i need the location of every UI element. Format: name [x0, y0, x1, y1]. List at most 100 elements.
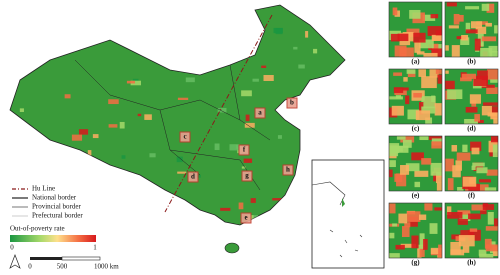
panel-patch [451, 145, 458, 152]
panel-patch [430, 14, 439, 19]
map-patch [177, 171, 187, 174]
map-patch [214, 143, 220, 151]
map-patch [336, 101, 345, 109]
panel-patch [468, 213, 481, 220]
panel-patch [394, 145, 409, 153]
panel-patch [400, 136, 415, 143]
panel-patch [395, 95, 402, 99]
map-patch [212, 54, 218, 58]
panel-patch [447, 178, 454, 191]
zoom-panel: (c) [388, 68, 443, 133]
panel-patch [393, 72, 403, 76]
panel-patch [465, 29, 478, 34]
panel-patch [473, 162, 484, 172]
panel-frame [388, 135, 443, 192]
panel-patch [421, 158, 432, 165]
inset-islands [311, 181, 363, 258]
map-patch [11, 6, 16, 10]
zoom-panel: (h) [444, 202, 499, 267]
hainan [224, 242, 240, 254]
map-patch [78, 129, 89, 135]
map-patch [126, 80, 136, 84]
panel-patch [399, 47, 414, 57]
panel-patch [419, 136, 429, 141]
panel-patch [402, 87, 409, 91]
inset [311, 159, 385, 269]
panel-frame [388, 202, 443, 259]
panel-patch [431, 48, 442, 57]
panel-patch [480, 47, 493, 57]
panel-patch [389, 203, 396, 214]
panel-patch [419, 245, 425, 257]
legend-label: Prefectural border [32, 212, 83, 220]
panel-patch [418, 214, 427, 220]
panel-patches [445, 2, 498, 57]
panel-patch [470, 21, 483, 29]
map-patch [177, 97, 189, 100]
map-patch [220, 207, 231, 211]
map-patch [243, 158, 253, 163]
map-patch [315, 116, 321, 122]
study-label: f [243, 146, 246, 154]
map-patch [119, 121, 125, 129]
panel-label: (b) [467, 58, 476, 66]
map-patch [76, 153, 84, 161]
panel-patch [469, 94, 481, 104]
study-label: b [290, 99, 294, 107]
map-patch [293, 46, 298, 50]
panel-patch [484, 187, 497, 191]
map-patch [128, 22, 139, 28]
panel-patch [431, 34, 442, 41]
panel-patch [391, 105, 404, 116]
panel-patch [489, 50, 498, 57]
panel-patch [413, 32, 426, 43]
map-patch [91, 165, 99, 169]
panel-patch [392, 223, 398, 227]
zoom-panel: (e) [388, 135, 443, 200]
panel-patch [419, 102, 424, 115]
legend-label: National border [32, 194, 77, 202]
study-box [241, 170, 253, 182]
scale-label: 500 [57, 263, 68, 271]
panel-patch [411, 235, 419, 249]
panel-patch [417, 244, 424, 249]
panel-patch [456, 152, 471, 161]
map-patch [294, 223, 304, 225]
panel-frame [444, 135, 499, 192]
panel-patch [411, 152, 424, 161]
panel-patch [394, 45, 407, 57]
panel-patch [392, 7, 398, 16]
panel-patch [490, 106, 498, 118]
study-label: d [191, 173, 195, 181]
panel-patch [448, 25, 459, 29]
panel-patch [481, 3, 490, 11]
panel-patches [446, 203, 498, 258]
panel-patch [450, 241, 461, 255]
panel-patch [477, 33, 484, 47]
panel-patch [457, 210, 471, 215]
panel-patches [445, 69, 498, 124]
panel-patch [431, 141, 442, 149]
zoom-panel: (g) [388, 202, 443, 267]
map-patch [292, 183, 300, 188]
panel-patch [465, 22, 471, 32]
panel-patches [389, 203, 442, 258]
map-patch [30, 55, 41, 59]
map-patch [252, 78, 259, 82]
map-patch [275, 28, 283, 35]
map-patch [329, 129, 335, 133]
panel-frame [388, 1, 443, 58]
panel-frame [444, 202, 499, 259]
panel-patch [461, 73, 477, 79]
panel-patch [481, 105, 492, 116]
panel-patch [458, 235, 475, 247]
panel-patch [425, 117, 433, 124]
panel-patch [478, 249, 487, 256]
study-box [238, 144, 250, 156]
colorbar-min: 0 [10, 244, 14, 252]
map-patch [10, 207, 15, 214]
panel-patch [431, 95, 436, 103]
map-patch [245, 114, 250, 122]
study-box [240, 212, 252, 224]
panel-patch [460, 37, 470, 45]
